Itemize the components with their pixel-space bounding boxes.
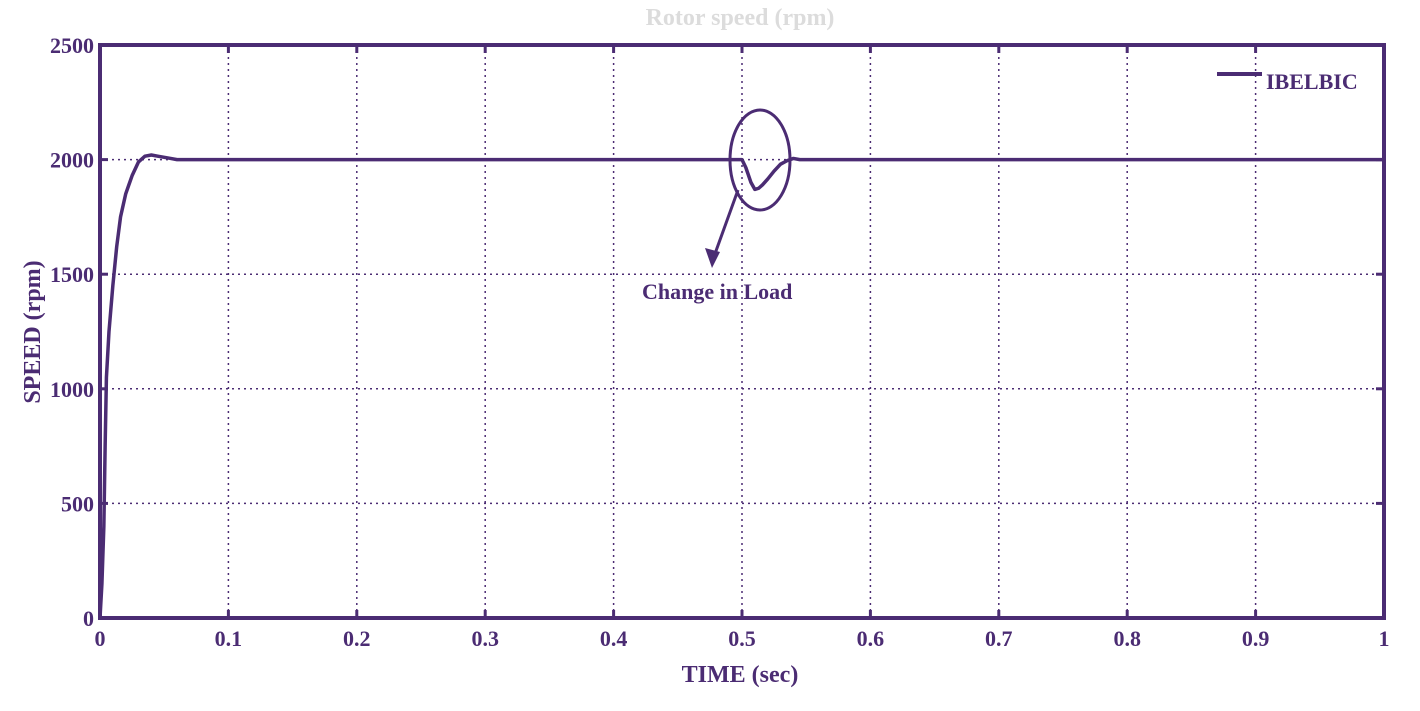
- x-tick-label: 0.5: [728, 626, 756, 651]
- annotation-arrow-shaft: [710, 189, 740, 263]
- series-line-ibelbic: [98, 153, 1384, 619]
- y-tick-label: 1000: [50, 377, 94, 402]
- x-tick-label: 0.4: [600, 626, 628, 651]
- y-tick-label: 1500: [50, 262, 94, 287]
- annotation-arrow-head: [705, 248, 720, 268]
- x-axis-title: TIME (sec): [682, 662, 799, 688]
- legend-label-ibelbic: IBELBIC: [1266, 69, 1358, 94]
- x-tick-label: 0.8: [1113, 626, 1141, 651]
- x-tick-label: 0.3: [471, 626, 499, 651]
- annotation-change-in-load: Change in Load: [642, 108, 792, 304]
- tick-labels: 0 0.1 0.2 0.3 0.4 0.5 0.6 0.7 0.8 0.9 1 0 500 1000 150…: [50, 33, 1390, 651]
- plot-area-frame: [98, 43, 1386, 620]
- grid: [100, 45, 1384, 618]
- series: [98, 153, 1384, 619]
- x-tick-label: 0.1: [215, 626, 243, 651]
- x-tick-label: 0.9: [1242, 626, 1270, 651]
- x-tick-label: 0.7: [985, 626, 1013, 651]
- x-tick-label: 0: [95, 626, 106, 651]
- y-tick-label: 2000: [50, 148, 94, 173]
- x-tick-label: 1: [1379, 626, 1390, 651]
- y-tick-label: 500: [61, 491, 94, 516]
- y-tick-label: 2500: [50, 33, 94, 58]
- annotation-ellipse: [728, 108, 792, 212]
- y-tick-label: 0: [83, 606, 94, 631]
- x-tick-label: 0.2: [343, 626, 371, 651]
- y-axis-title: SPEED (rpm): [20, 260, 46, 403]
- annotation-label: Change in Load: [642, 279, 792, 304]
- legend: IBELBIC: [1217, 69, 1358, 94]
- chart-title: Rotor speed (rpm): [646, 5, 835, 31]
- x-tick-label: 0.6: [857, 626, 885, 651]
